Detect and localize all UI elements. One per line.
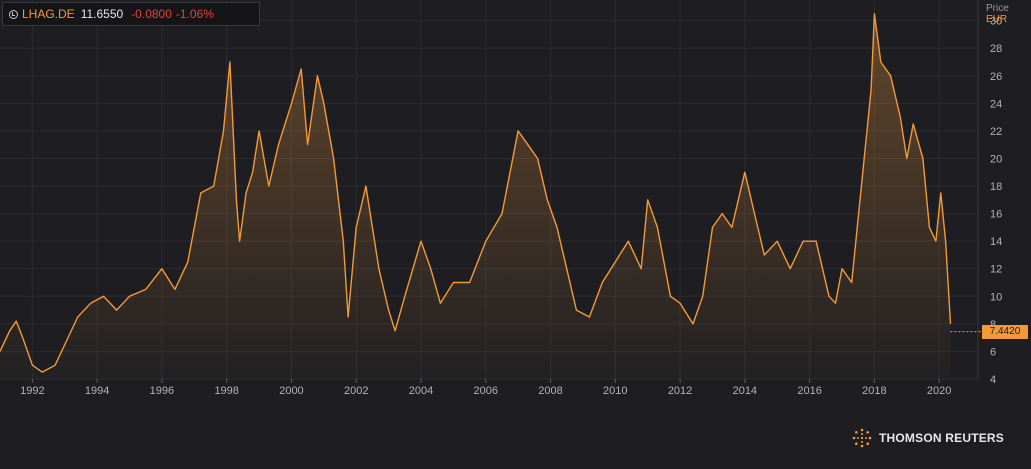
y-tick-label: 26 (990, 71, 1002, 83)
currency-label: EUR (986, 14, 1008, 25)
current-price: 11.6550 (80, 7, 124, 21)
y-tick-label: 20 (990, 153, 1002, 165)
price-line (0, 13, 952, 373)
x-tick-label: 1996 (150, 385, 174, 397)
reuters-dots-icon (852, 428, 872, 448)
x-tick-label: 2016 (797, 385, 821, 397)
chart-series (0, 13, 982, 380)
y-axis: 4 6 8 10 12 14 16 18 20 22 24 26 28 30 (990, 16, 1002, 386)
y-tick-label: 22 (990, 126, 1002, 138)
price-change-percent: -1.06% (175, 7, 214, 21)
x-tick-label: 2002 (344, 385, 368, 397)
x-tick-label: 2008 (538, 385, 562, 397)
x-tick-label: 2004 (409, 385, 433, 397)
y-tick-label: 10 (990, 291, 1002, 303)
y-tick-label: 18 (990, 181, 1002, 193)
x-axis: 1992 1994 1996 1998 2000 2002 2004 2006 2008 2010… (20, 379, 951, 397)
clock-icon[interactable] (9, 9, 18, 19)
quote-header: LHAG.DE 11.6550 -0.0800 -1.06% (2, 2, 260, 26)
x-tick-label: 2014 (733, 385, 757, 397)
price-area (0, 13, 951, 380)
x-tick-label: 1994 (85, 385, 109, 397)
x-tick-label: 2012 (668, 385, 692, 397)
y-tick-label: 14 (990, 236, 1002, 248)
y-tick-label: 6 (990, 346, 996, 358)
y-tick-label: 8 (990, 319, 996, 331)
x-tick-label: 2020 (927, 385, 951, 397)
y-tick-label: 24 (990, 98, 1002, 110)
y-tick-label: 12 (990, 264, 1002, 276)
x-tick-label: 2006 (474, 385, 498, 397)
y-tick-label: 16 (990, 209, 1002, 221)
x-tick-label: 2010 (603, 385, 627, 397)
price-change: -0.0800 (131, 7, 172, 21)
ticker-symbol: LHAG.DE (22, 7, 75, 21)
y-axis-label: Price (986, 3, 1009, 14)
x-tick-label: 2018 (862, 385, 886, 397)
last-value-badge: 7.4420 (982, 325, 1028, 339)
x-tick-label: 2000 (279, 385, 303, 397)
y-tick-label: 4 (990, 374, 996, 386)
x-tick-label: 1998 (214, 385, 238, 397)
thomson-reuters-logo: THOMSON REUTERS (852, 428, 1004, 448)
y-tick-label: 30 (990, 16, 1002, 28)
y-tick-label: 28 (990, 43, 1002, 55)
x-tick-label: 1992 (20, 385, 44, 397)
logo-text: THOMSON REUTERS (879, 431, 1005, 445)
